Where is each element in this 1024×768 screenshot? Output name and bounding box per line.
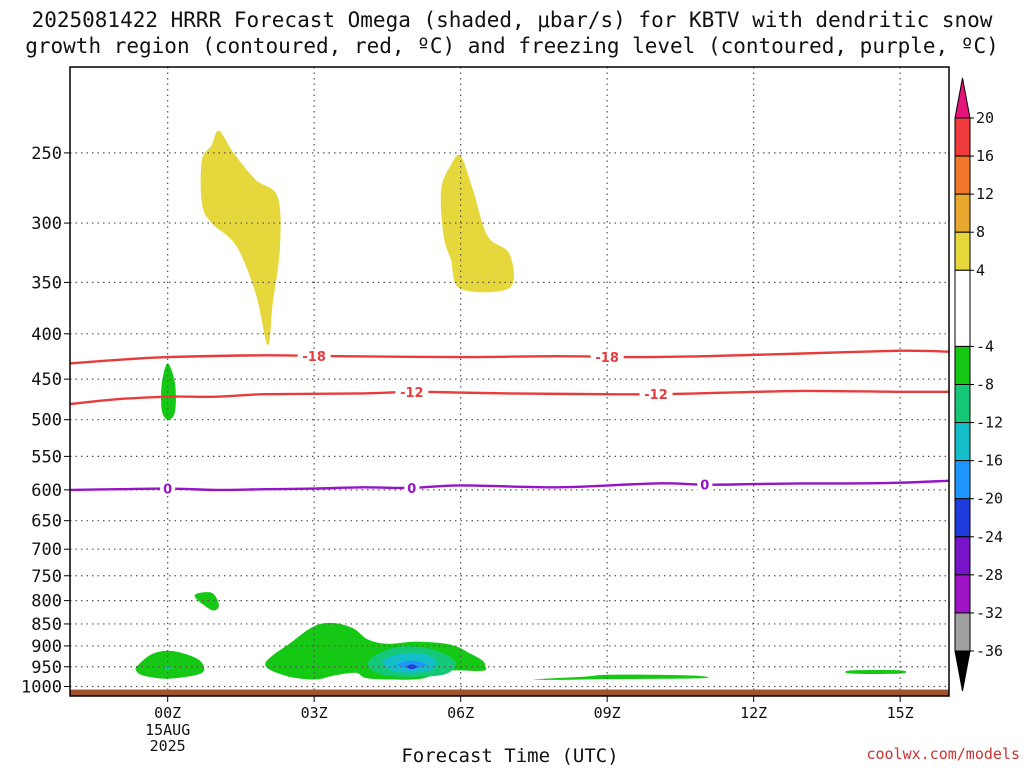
x-tick-sublabel: 15AUG — [145, 721, 190, 739]
colorbar-bin-9 — [954, 498, 971, 538]
y-tick-label: 550 — [31, 447, 62, 467]
colorbar-bin-8 — [954, 460, 971, 500]
y-tick-label: 350 — [31, 273, 62, 293]
omega-region-4 — [135, 650, 205, 679]
contour-label: 0 — [700, 479, 709, 494]
contour-label-bg — [297, 348, 331, 363]
colorbar-bin-2 — [954, 193, 971, 233]
omega-region-6 — [533, 674, 709, 680]
omega-region-7 — [845, 669, 907, 674]
colorbar-label: 8 — [976, 223, 985, 241]
colorbar-label: 4 — [976, 261, 985, 279]
colorbar-label: 12 — [976, 185, 994, 203]
contour-label-bg — [404, 480, 420, 495]
colorbar-bin-6 — [954, 384, 971, 424]
x-tick-label: 12Z — [740, 704, 767, 722]
y-tick-label: 800 — [31, 592, 62, 612]
x-tick-label: 03Z — [301, 704, 328, 722]
omega-region-3 — [194, 592, 219, 611]
contour-label: -12 — [644, 388, 668, 403]
y-tick-label: 850 — [31, 615, 62, 635]
y-tick-label: 950 — [31, 658, 62, 678]
colorbar-label: -8 — [976, 376, 994, 394]
colorbar-label: 20 — [976, 109, 994, 127]
colorbar-label: 16 — [976, 147, 994, 165]
contour-label-bg — [160, 481, 176, 496]
colorbar-bin-7 — [954, 422, 971, 462]
omega-shading — [135, 130, 907, 680]
contour-label-bg — [395, 384, 429, 399]
contour-label: 0 — [163, 483, 172, 498]
y-tick-label: 650 — [31, 512, 62, 532]
plot-frame — [69, 66, 950, 697]
colorbar-bin-3 — [954, 231, 971, 271]
x-tick-label: 09Z — [594, 704, 621, 722]
colorbar-label: -28 — [976, 566, 1003, 584]
colorbar-label: -24 — [976, 528, 1003, 546]
colorbar-bin-11 — [954, 574, 971, 614]
contour-label: -18 — [302, 350, 326, 365]
colorbar-bin-0 — [954, 117, 971, 157]
x-tick-sublabel: 2025 — [150, 737, 186, 755]
colorbar-bottom-arrow — [954, 650, 971, 692]
contour-label-bg — [590, 349, 624, 364]
chart-title-line-1: 2025081422 HRRR Forecast Omega (shaded, … — [31, 8, 993, 32]
colorbar-bin-1 — [954, 155, 971, 195]
colorbar-bin-5 — [954, 345, 971, 385]
x-tick-label: 00Z — [154, 704, 181, 722]
terrain-block — [70, 689, 949, 696]
y-tick-label: 750 — [31, 567, 62, 587]
colorbar-label: -20 — [976, 490, 1003, 508]
colorbar-bin-4 — [954, 269, 971, 347]
colorbar-label: -36 — [976, 642, 1003, 660]
contour-line-0 — [69, 479, 950, 492]
grid — [70, 67, 949, 690]
y-tick-label: 900 — [31, 637, 62, 657]
colorbar-label: -4 — [976, 337, 994, 355]
colorbar: 20 16 12 8 4 -4 -8 -12 -16 -20 -24 -28 -32 -36 — [954, 77, 1003, 692]
credit-link[interactable]: coolwx.com/models — [866, 745, 1020, 763]
y-tick-label: 300 — [31, 214, 62, 234]
y-tick-label: 250 — [31, 144, 62, 164]
x-tick-label: 06Z — [447, 704, 474, 722]
x-axis-label: Forecast Time (UTC) — [401, 745, 619, 767]
omega-region-0 — [200, 130, 281, 346]
contour-label: 0 — [407, 482, 416, 497]
y-tick-label: 1000 — [21, 677, 62, 697]
y-tick-label: 600 — [31, 481, 62, 501]
colorbar-bin-10 — [954, 536, 971, 576]
y-tick-label: 700 — [31, 540, 62, 560]
y-tick-label: 500 — [31, 411, 62, 431]
colorbar-label: -16 — [976, 452, 1003, 470]
contour-label: -12 — [400, 386, 424, 401]
omega-region-2 — [161, 363, 176, 420]
contour-label-bg — [639, 387, 673, 402]
colorbar-label: -12 — [976, 414, 1003, 432]
colorbar-label: -32 — [976, 604, 1003, 622]
contour-label: -18 — [595, 351, 619, 366]
contour-line--12 — [69, 389, 950, 406]
contour-line--18 — [69, 349, 950, 365]
chart-title-line-2: growth region (contoured, red, ºC) and f… — [25, 34, 999, 58]
y-tick-label: 450 — [31, 370, 62, 390]
colorbar-bin-12 — [954, 612, 971, 652]
colorbar-top-arrow — [954, 77, 971, 119]
y-tick-label: 400 — [31, 325, 62, 345]
contour-label-bg — [697, 477, 713, 492]
x-tick-label: 15Z — [887, 704, 914, 722]
